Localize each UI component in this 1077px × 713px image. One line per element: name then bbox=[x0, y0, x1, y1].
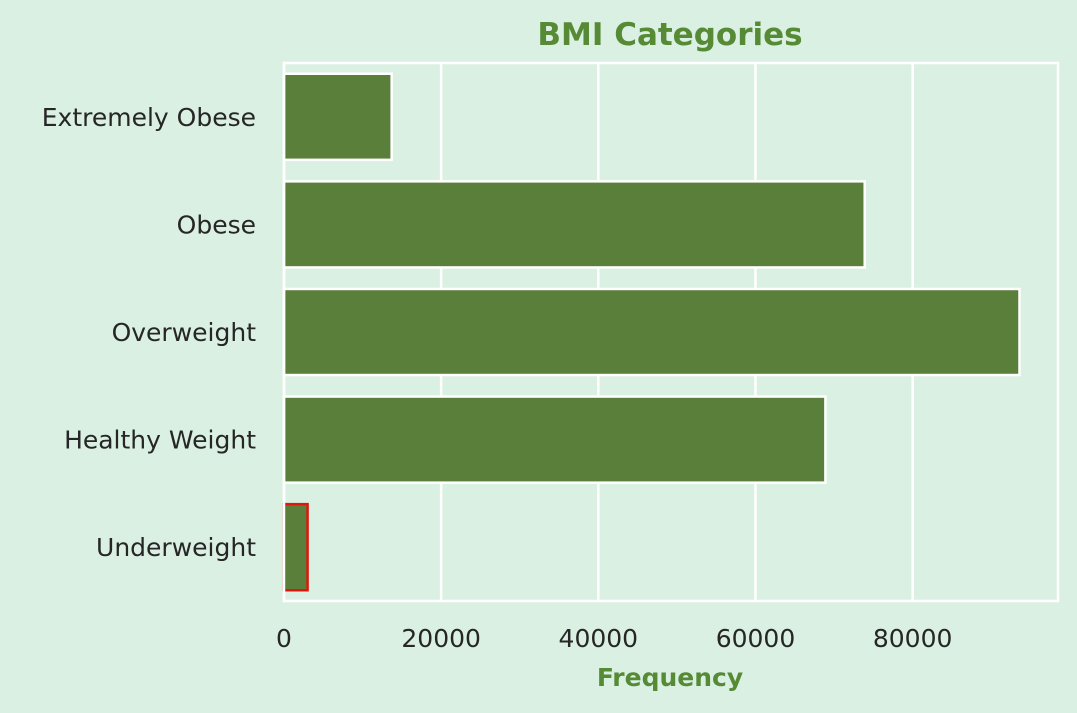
bar-extremely-obese bbox=[282, 72, 393, 162]
bar-healthy-weight bbox=[282, 395, 827, 484]
x-tick-label: 0 bbox=[276, 624, 292, 653]
x-tick-labels: 0 20000 40000 60000 80000 bbox=[276, 624, 952, 653]
bars bbox=[282, 72, 1021, 592]
bar-obese bbox=[282, 180, 866, 269]
x-axis-label: Frequency bbox=[597, 663, 743, 692]
x-tick-label: 60000 bbox=[716, 624, 796, 653]
y-category-label: Healthy Weight bbox=[64, 426, 256, 455]
chart-title: BMI Categories bbox=[537, 17, 802, 53]
y-category-label: Overweight bbox=[112, 318, 257, 347]
x-tick-label: 20000 bbox=[401, 624, 481, 653]
x-tick-label: 40000 bbox=[559, 624, 639, 653]
bar-underweight bbox=[282, 502, 309, 592]
y-category-labels: Extremely Obese Obese Overweight Healthy We… bbox=[42, 103, 256, 562]
y-category-label: Underweight bbox=[96, 533, 256, 562]
y-category-label: Obese bbox=[177, 210, 256, 239]
bar-overweight bbox=[282, 287, 1021, 377]
y-category-label: Extremely Obese bbox=[42, 103, 256, 132]
plot-frame bbox=[282, 61, 1060, 603]
x-tick-label: 80000 bbox=[873, 624, 953, 653]
